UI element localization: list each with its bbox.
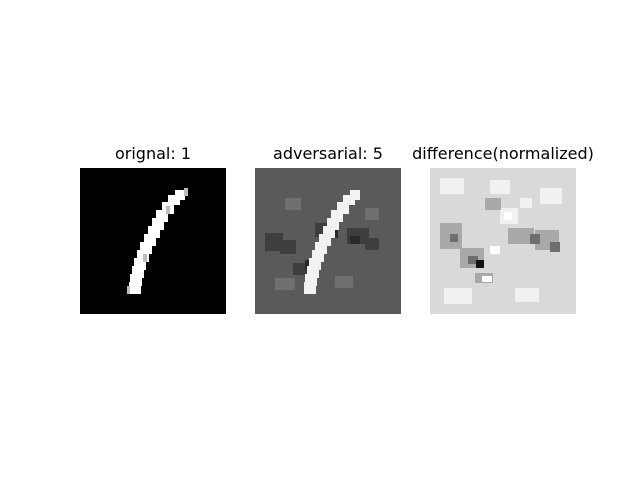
- original-title: orignal: 1: [114, 144, 191, 163]
- adversarial-image: [255, 168, 401, 314]
- difference-title: difference(normalized): [412, 144, 594, 163]
- difference-image: [430, 168, 576, 314]
- original-image: [80, 168, 226, 314]
- adversarial-title: adversarial: 5: [273, 144, 383, 163]
